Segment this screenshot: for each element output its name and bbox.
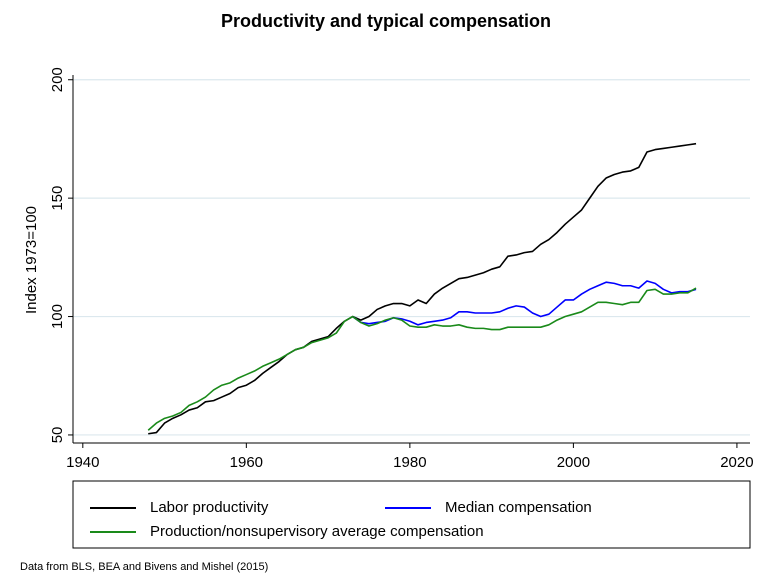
y-axis-label: Index 1973=100 <box>23 206 40 314</box>
x-tick-label: 2020 <box>720 454 753 471</box>
legend-label: Production/nonsupervisory average compen… <box>150 523 484 540</box>
legend-label: Median compensation <box>445 499 592 516</box>
chart-title: Productivity and typical compensation <box>221 11 551 31</box>
x-tick-label: 1940 <box>66 454 99 471</box>
y-tick-label: 50 <box>49 427 66 444</box>
x-tick-label: 1960 <box>230 454 263 471</box>
data-line <box>147 287 697 431</box>
y-tick-label: 100 <box>49 304 66 329</box>
legend-label: Labor productivity <box>150 499 269 516</box>
x-tick-label: 2000 <box>557 454 590 471</box>
legend-box <box>72 480 751 549</box>
data-line <box>148 142 697 435</box>
y-tick-label: 150 <box>49 186 66 211</box>
data-line <box>352 280 697 326</box>
y-tick-label: 200 <box>49 67 66 92</box>
x-tick-label: 1980 <box>393 454 426 471</box>
source-note: Data from BLS, BEA and Bivens and Mishel… <box>20 561 268 573</box>
